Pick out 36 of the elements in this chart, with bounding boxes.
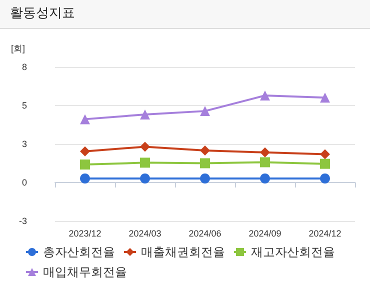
point <box>80 174 90 184</box>
y-tick-label: -3 <box>18 216 27 226</box>
point <box>140 158 150 168</box>
point <box>200 158 210 168</box>
point <box>140 142 150 152</box>
point <box>140 174 150 184</box>
point <box>320 149 330 160</box>
point <box>320 92 330 103</box>
x-tick-label: 2024/06 <box>188 228 222 238</box>
point <box>200 146 210 156</box>
legend-label: 매입채무회전율 <box>43 265 127 279</box>
legend-label: 재고자산회전율 <box>251 245 335 259</box>
point <box>80 160 90 170</box>
point <box>260 90 270 101</box>
point <box>80 146 90 156</box>
point <box>200 174 210 184</box>
point <box>320 158 330 169</box>
point <box>320 174 330 184</box>
legend-label: 매출채권회전율 <box>141 245 225 259</box>
point <box>260 147 270 158</box>
y-tick-label: 8 <box>22 62 27 72</box>
legend-label: 총자산회전율 <box>43 245 115 259</box>
x-tick-label: 2023/12 <box>68 228 102 238</box>
y-axis-title: [회] <box>10 44 25 54</box>
point <box>260 157 270 168</box>
x-tick-label: 2024/12 <box>308 228 342 238</box>
x-tick-label: 2024/09 <box>248 228 282 238</box>
x-tick-label: 2024/03 <box>128 228 162 238</box>
point <box>200 106 210 116</box>
point <box>260 174 270 184</box>
y-tick-label: 3 <box>22 139 27 149</box>
y-tick-label: 0 <box>22 178 27 188</box>
point <box>140 109 150 120</box>
point <box>80 114 90 124</box>
chart-title: 활동성지표 <box>0 0 370 29</box>
y-tick-label: 5 <box>22 100 27 110</box>
